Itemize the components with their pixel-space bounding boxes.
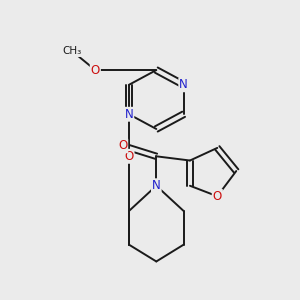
Text: O: O (91, 64, 100, 76)
Text: O: O (118, 139, 127, 152)
Text: N: N (124, 108, 133, 121)
Text: O: O (213, 190, 222, 203)
Text: N: N (179, 78, 188, 91)
Text: O: O (124, 150, 134, 163)
Text: N: N (152, 179, 161, 192)
Text: CH₃: CH₃ (63, 46, 82, 56)
